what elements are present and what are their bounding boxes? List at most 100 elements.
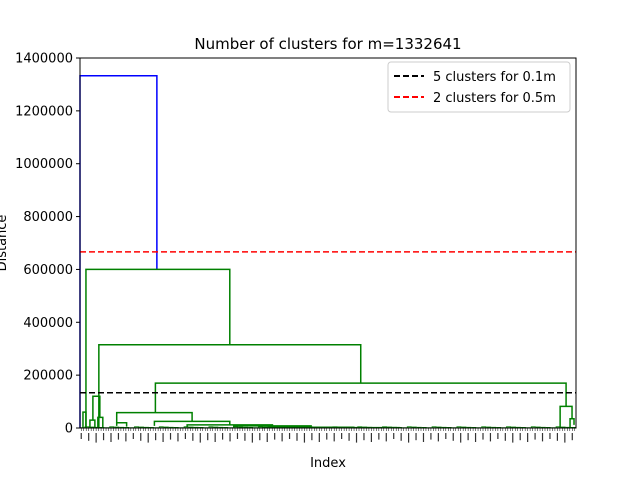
x-leaf-label-mark-183 (534, 433, 536, 440)
x-leaf-label-mark-24 (140, 433, 142, 441)
x-leaf-label-mark-30 (155, 433, 157, 441)
x-leaf-label-mark-66 (244, 433, 246, 441)
dendrogram-link-15 (97, 416, 104, 428)
leaf-link-142 (431, 426, 437, 428)
dendrogram-link-7 (153, 420, 231, 426)
leaf-link-32 (158, 426, 164, 428)
x-leaf-label-mark-99 (326, 433, 328, 440)
y-tick-label-0: 0 (65, 422, 73, 437)
x-leaf-label-mark-141 (430, 433, 432, 440)
x-leaf-label-mark-195 (564, 433, 566, 443)
x-leaf-label-mark-156 (467, 433, 469, 441)
legend-label-black: 5 clusters for 0.1m (433, 70, 556, 85)
leaf-link-162 (481, 426, 487, 428)
leaf-link-152 (456, 426, 462, 428)
dendrogram-link-3 (154, 382, 567, 413)
leaf-link-102 (332, 426, 338, 428)
x-leaf-label-mark-21 (132, 433, 134, 439)
x-leaf-label-mark-153 (460, 433, 462, 443)
x-leaf-label-mark-3 (88, 433, 90, 441)
x-leaf-label-mark-96 (318, 433, 320, 442)
y-axis-label: Distance (0, 215, 10, 272)
x-leaf-label-mark-12 (110, 433, 112, 442)
dendrogram-link-1 (85, 268, 231, 428)
x-leaf-label-mark-15 (117, 433, 120, 440)
x-leaf-label-mark-102 (333, 433, 335, 442)
x-leaf-label-mark-33 (162, 433, 164, 442)
y-tick-label-3: 600000 (23, 263, 73, 278)
x-leaf-label-mark-63 (236, 433, 239, 439)
legend: 5 clusters for 0.1m 2 clusters for 0.5m (387, 61, 571, 113)
leaf-link-192 (555, 426, 561, 428)
x-leaf-label-mark-27 (147, 433, 149, 443)
x-leaf-label-mark-198 (571, 433, 573, 441)
x-leaf-label-mark-135 (415, 433, 417, 441)
axes-frame (79, 57, 577, 429)
x-leaf-label-mark-117 (370, 433, 372, 442)
x-leaf-label-mark-162 (482, 433, 484, 440)
dendrogram-link-6 (115, 411, 193, 423)
leaf-link-182 (530, 426, 536, 428)
x-leaf-label-mark-123 (385, 433, 387, 442)
leaf-link-82 (282, 426, 288, 428)
x-leaf-label-mark-150 (452, 433, 454, 441)
x-leaf-label-mark-9 (102, 433, 105, 441)
x-leaf-label-mark-159 (474, 433, 477, 442)
x-leaf-label-mark-18 (125, 433, 127, 442)
x-leaf-label-mark-132 (408, 433, 410, 443)
y-tick-label-5: 1000000 (15, 157, 73, 172)
x-leaf-label-mark-45 (192, 433, 194, 441)
x-leaf-label-mark-36 (169, 433, 172, 440)
legend-box (387, 61, 571, 113)
x-leaf-label-mark-177 (519, 433, 521, 441)
y-axis: 0 200000 400000 600000 800000 1000000 1200000 1… (15, 52, 80, 437)
dendrogram-link-2 (98, 344, 362, 428)
leaf-link-22 (134, 426, 140, 428)
x-leaf-label-mark-126 (393, 433, 395, 439)
x-leaf-label-mark-93 (311, 433, 313, 441)
leaf-link-132 (406, 426, 412, 428)
x-leaf-label-mark-87 (296, 433, 298, 441)
x-leaf-label-mark-90 (303, 433, 306, 443)
x-leaf-label-mark-105 (341, 433, 343, 439)
x-leaf-label-mark-51 (207, 433, 209, 441)
dendrogram-link-4 (559, 405, 573, 428)
leaf-link-42 (183, 426, 189, 428)
x-leaf-label-mark-60 (229, 433, 231, 442)
x-leaf-label-mark-171 (504, 433, 506, 441)
x-leaf-label-mark-48 (199, 433, 201, 443)
x-leaf-label-mark-0 (80, 433, 82, 439)
dendrogram-link-14 (82, 411, 87, 428)
chart-title: Number of clusters for m=1332641 (194, 35, 461, 53)
x-leaf-label-mark-75 (266, 433, 268, 442)
x-leaf-label-mark-189 (549, 433, 551, 439)
x-leaf-label-mark-108 (348, 433, 350, 441)
x-leaf-label-mark-147 (445, 433, 447, 439)
leaf-link-172 (506, 426, 512, 428)
x-leaf-label-mark-54 (214, 433, 216, 442)
y-tick-label-6: 1200000 (15, 104, 73, 119)
x-leaf-label-mark-192 (556, 433, 558, 441)
x-leaf-label-mark-69 (251, 433, 253, 443)
leaf-link-12 (109, 426, 115, 428)
dendrogram-link-13 (92, 395, 101, 421)
x-leaf-label-mark-6 (95, 433, 97, 443)
legend-label-red: 2 clusters for 0.5m (433, 91, 556, 106)
leaf-link-62 (233, 426, 239, 428)
x-leaf-label-mark-165 (489, 433, 492, 442)
x-leaf-label-mark-39 (177, 433, 179, 442)
leaf-link-72 (258, 426, 264, 428)
x-axis-leaf-labels (80, 428, 576, 443)
x-leaf-label-mark-180 (527, 433, 529, 442)
dendrogram-link-16 (89, 419, 96, 428)
leaf-link-2 (84, 426, 90, 428)
x-leaf-label-mark-42 (184, 433, 186, 439)
x-leaf-label-mark-111 (355, 433, 358, 443)
x-leaf-label-mark-144 (437, 433, 439, 442)
x-leaf-label-mark-114 (363, 433, 365, 441)
y-tick-label-2: 400000 (23, 316, 73, 331)
x-leaf-label-mark-84 (288, 433, 291, 439)
x-leaf-label-mark-138 (422, 433, 425, 442)
y-tick-label-4: 800000 (23, 210, 73, 225)
